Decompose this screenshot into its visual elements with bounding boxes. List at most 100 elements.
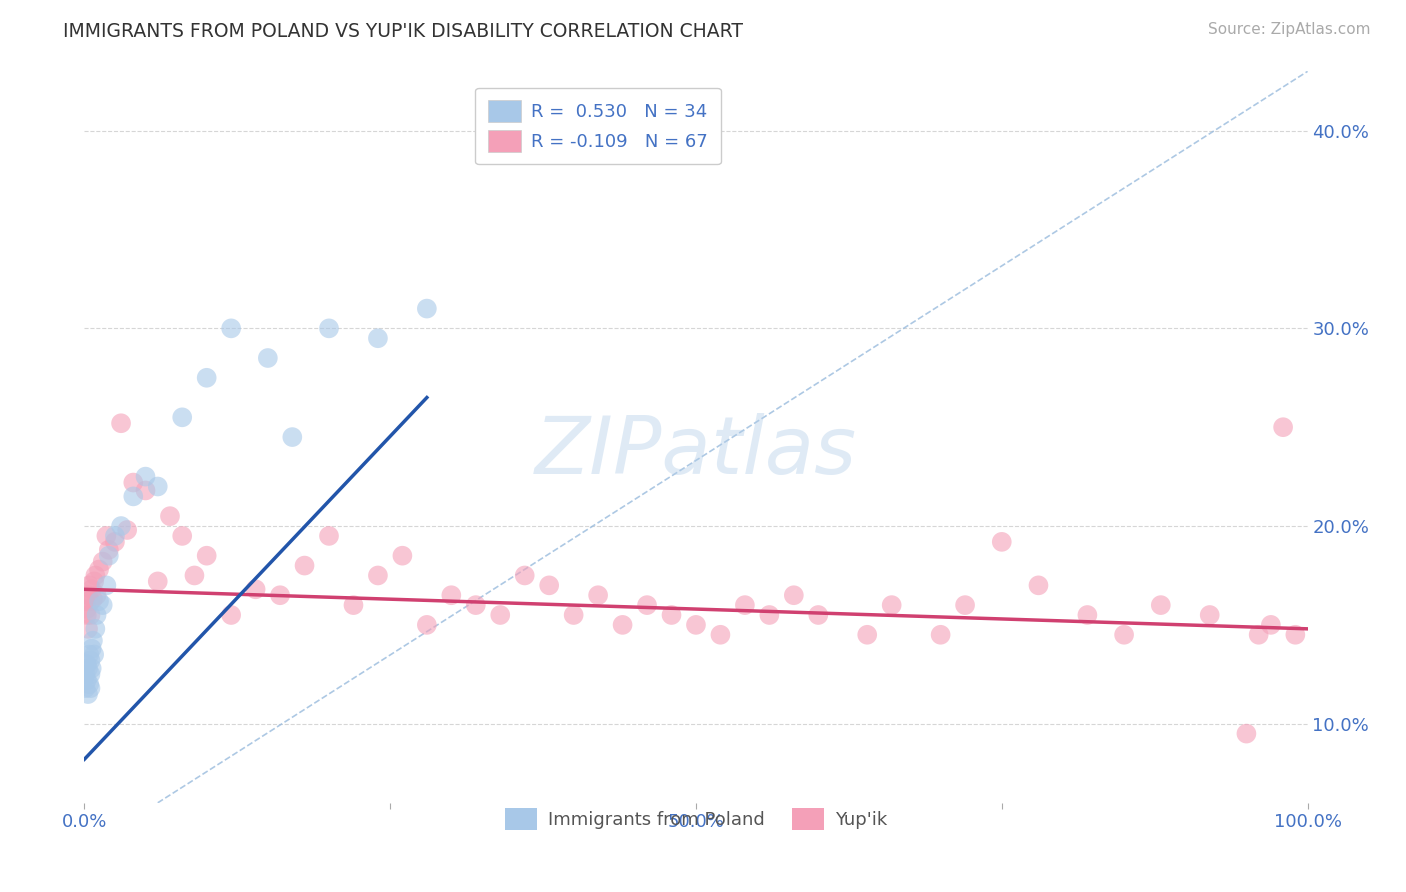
Point (1150, 598, 1173, 612)
Point (77, 648, 100, 662)
Point (1272, 420, 1295, 434)
Point (538, 578, 561, 592)
Point (586, 588, 609, 602)
Point (1076, 607, 1098, 622)
Point (464, 598, 486, 612)
Point (318, 321, 340, 335)
Point (159, 509, 181, 524)
Point (75, 667, 97, 681)
Point (146, 574, 169, 589)
Point (1247, 628, 1270, 642)
Point (807, 607, 830, 622)
Point (172, 410, 194, 425)
Point (1198, 607, 1220, 622)
Legend: Immigrants from Poland, Yup'ik: Immigrants from Poland, Yup'ik (498, 801, 894, 838)
Point (183, 568, 205, 582)
Point (734, 598, 756, 612)
Point (146, 479, 169, 493)
Point (84, 622, 107, 636)
Point (83, 574, 105, 589)
Point (612, 618, 634, 632)
Point (83, 648, 105, 662)
Point (1260, 618, 1282, 632)
Point (416, 301, 439, 316)
Point (82, 592, 104, 607)
Point (79, 607, 101, 622)
Point (513, 568, 536, 582)
Point (991, 534, 1014, 549)
Point (77, 677, 100, 691)
Point (77, 622, 100, 636)
Point (440, 588, 463, 602)
Point (79, 681, 101, 695)
Point (76, 673, 98, 688)
Point (104, 534, 127, 549)
Text: Source: ZipAtlas.com: Source: ZipAtlas.com (1208, 22, 1371, 37)
Point (135, 483, 157, 498)
Point (1284, 628, 1306, 642)
Point (318, 529, 340, 543)
Point (562, 607, 585, 622)
Point (489, 607, 512, 622)
Point (281, 430, 304, 444)
Point (75, 594, 97, 608)
Point (80, 661, 103, 675)
Point (245, 582, 267, 597)
Point (86, 607, 108, 622)
Point (219, 607, 242, 622)
Point (104, 529, 127, 543)
Point (122, 475, 145, 490)
Point (929, 628, 952, 642)
Point (79, 653, 101, 667)
Point (96, 529, 118, 543)
Point (880, 598, 903, 612)
Point (953, 598, 976, 612)
Point (367, 568, 389, 582)
Point (82, 633, 104, 648)
Point (685, 618, 707, 632)
Point (96, 578, 118, 592)
Point (391, 549, 413, 563)
Point (1236, 726, 1258, 740)
Point (342, 598, 364, 612)
Point (115, 523, 138, 537)
Point (80, 641, 103, 656)
Point (122, 489, 145, 503)
Point (172, 529, 194, 543)
Point (135, 469, 157, 483)
Point (79, 667, 101, 681)
Point (77, 687, 100, 701)
Point (783, 588, 806, 602)
Point (91, 598, 114, 612)
Text: IMMIGRANTS FROM POLAND VS YUP'IK DISABILITY CORRELATION CHART: IMMIGRANTS FROM POLAND VS YUP'IK DISABIL… (63, 22, 744, 41)
Point (294, 558, 316, 573)
Point (416, 618, 439, 632)
Point (257, 351, 280, 365)
Point (195, 549, 218, 563)
Point (110, 519, 132, 533)
Point (76, 607, 98, 622)
Point (636, 598, 658, 612)
Point (76, 602, 98, 616)
Point (856, 628, 879, 642)
Point (1114, 628, 1136, 642)
Point (77, 661, 100, 675)
Point (87, 594, 110, 608)
Point (195, 371, 218, 385)
Point (76, 657, 98, 672)
Point (75, 681, 97, 695)
Point (86, 588, 108, 602)
Point (367, 331, 389, 345)
Point (110, 416, 132, 430)
Point (79, 594, 101, 608)
Point (97, 542, 120, 557)
Point (269, 588, 291, 602)
Point (1028, 578, 1050, 592)
Point (709, 628, 731, 642)
Point (97, 549, 120, 563)
Point (84, 568, 107, 582)
Point (219, 321, 242, 335)
Point (87, 562, 110, 576)
Point (77, 578, 100, 592)
Point (77, 588, 100, 602)
